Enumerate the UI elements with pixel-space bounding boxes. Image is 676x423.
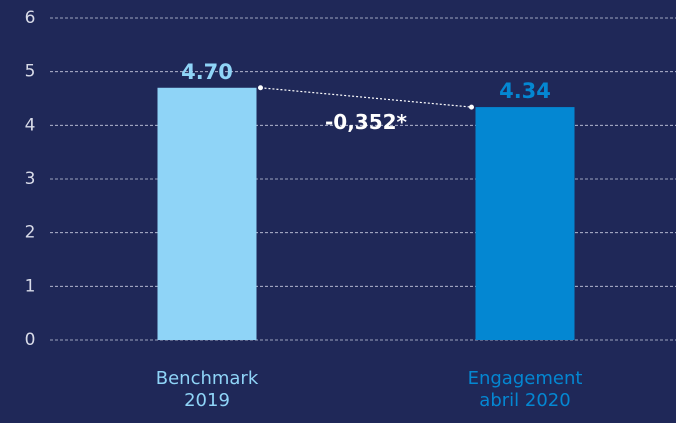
x-tick-label: Benchmark 2019 — [155, 368, 259, 411]
x-tick-label: Engagement abril 2020 — [467, 368, 583, 411]
y-tick-label: 0 — [25, 330, 36, 350]
y-tick-label: 1 — [25, 276, 36, 296]
connector — [260, 87, 472, 108]
y-tick-label: 5 — [25, 62, 36, 82]
bar — [157, 87, 257, 341]
y-tick-label: 6 — [25, 8, 36, 28]
y-tick-label: 2 — [25, 223, 36, 243]
value-label: 4.34 — [499, 79, 551, 103]
y-tick-label: 4 — [25, 115, 36, 135]
annotation: -0,352* — [325, 110, 408, 134]
connector-dot — [469, 104, 474, 110]
y-tick-label: 3 — [25, 169, 36, 189]
bar — [475, 107, 575, 340]
connector-dot — [258, 85, 263, 91]
value-label: 4.70 — [181, 60, 233, 84]
